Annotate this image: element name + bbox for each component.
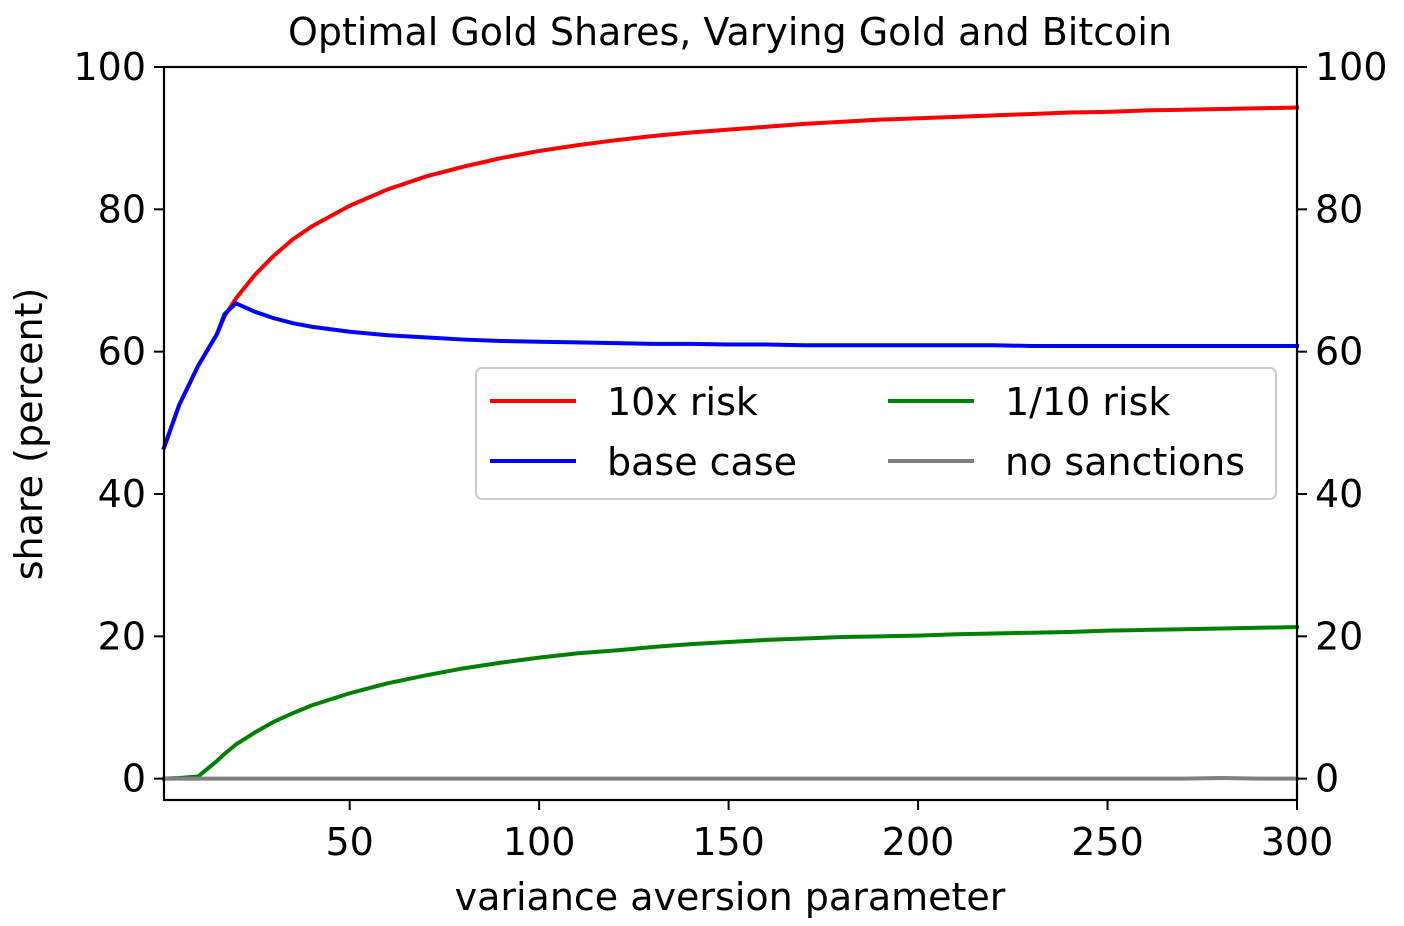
legend-box bbox=[475, 367, 1277, 500]
y-tick-label-right-4: 80 bbox=[1315, 187, 1363, 231]
y-tick-label-left-1: 20 bbox=[98, 614, 146, 658]
y-tick-label-left-3: 60 bbox=[98, 330, 146, 374]
x-axis-label: variance aversion parameter bbox=[455, 875, 1006, 919]
legend-label-0: 10x risk bbox=[607, 380, 758, 424]
chart-title: Optimal Gold Shares, Varying Gold and Bi… bbox=[288, 10, 1172, 54]
x-tick-label-4: 250 bbox=[1071, 820, 1144, 864]
x-axis-ticks: 50 100 150 200 250 300 bbox=[325, 800, 1333, 864]
series-line-3 bbox=[162, 775, 1299, 781]
legend-label-3: no sanctions bbox=[1005, 440, 1245, 484]
series-line-0 bbox=[161, 105, 1300, 451]
y-tick-label-left-5: 100 bbox=[73, 45, 146, 89]
y-tick-label-left-2: 40 bbox=[98, 472, 146, 516]
x-tick-label-2: 150 bbox=[692, 820, 765, 864]
legend-label-2: 1/10 risk bbox=[1005, 380, 1170, 424]
y-tick-label-right-0: 0 bbox=[1315, 757, 1339, 801]
y-tick-label-right-3: 60 bbox=[1315, 330, 1363, 374]
y-tick-label-left-4: 80 bbox=[98, 187, 146, 231]
legend: 10x risk base case 1/10 risk no sanctions bbox=[475, 367, 1277, 500]
plot-series-group bbox=[161, 105, 1300, 781]
y-tick-label-right-2: 40 bbox=[1315, 472, 1363, 516]
x-tick-label-1: 100 bbox=[503, 820, 576, 864]
series-line-2 bbox=[161, 625, 1300, 781]
y-tick-label-right-1: 20 bbox=[1315, 614, 1363, 658]
y-axis-ticks: 0 0 20 20 40 40 60 60 80 80 100 100 bbox=[73, 45, 1387, 801]
x-tick-label-0: 50 bbox=[325, 820, 373, 864]
series-line-1 bbox=[161, 301, 1299, 451]
x-tick-label-3: 200 bbox=[882, 820, 955, 864]
legend-label-1: base case bbox=[607, 440, 797, 484]
y-axis-label: share (percent) bbox=[7, 288, 51, 581]
x-tick-label-5: 300 bbox=[1261, 820, 1334, 864]
y-tick-label-left-0: 0 bbox=[122, 757, 146, 801]
plot-frame bbox=[162, 65, 1299, 802]
y-tick-label-right-5: 100 bbox=[1315, 45, 1388, 89]
